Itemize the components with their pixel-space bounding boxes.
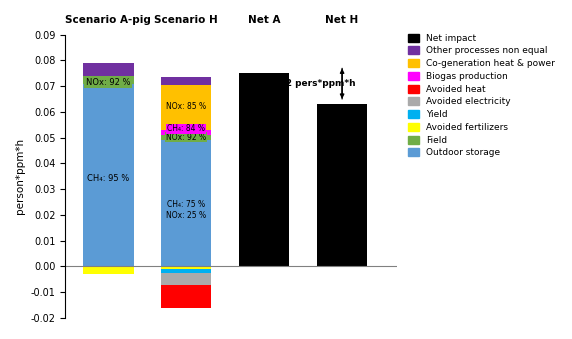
Bar xyxy=(83,63,133,76)
Bar xyxy=(161,77,212,85)
Bar xyxy=(239,73,289,266)
Text: CH₄: 84 %: CH₄: 84 % xyxy=(167,124,205,133)
Bar xyxy=(161,269,212,273)
Text: CH₄: 95 %: CH₄: 95 % xyxy=(87,175,129,183)
Text: NOx: 92 %: NOx: 92 % xyxy=(166,133,206,142)
Bar xyxy=(161,135,212,140)
Bar xyxy=(161,273,212,284)
Bar xyxy=(161,284,212,308)
Bar xyxy=(83,84,133,266)
Text: NOx: 85 %: NOx: 85 % xyxy=(166,102,206,111)
Bar xyxy=(83,76,133,84)
Text: Δ = 0.012 pers*ppm*h: Δ = 0.012 pers*ppm*h xyxy=(243,79,356,88)
Legend: Net impact, Other processes non equal, Co-generation heat & power, Biogas produc: Net impact, Other processes non equal, C… xyxy=(408,34,555,157)
Text: CH₄: 75 %
NOx: 25 %: CH₄: 75 % NOx: 25 % xyxy=(166,200,206,220)
Bar xyxy=(161,266,212,269)
Bar xyxy=(161,130,212,135)
Bar xyxy=(161,140,212,266)
Text: NOx: 92 %: NOx: 92 % xyxy=(86,78,130,87)
Y-axis label: person*ppm*h: person*ppm*h xyxy=(15,138,25,215)
Bar xyxy=(161,85,212,130)
Bar xyxy=(317,104,367,266)
Bar xyxy=(83,266,133,274)
